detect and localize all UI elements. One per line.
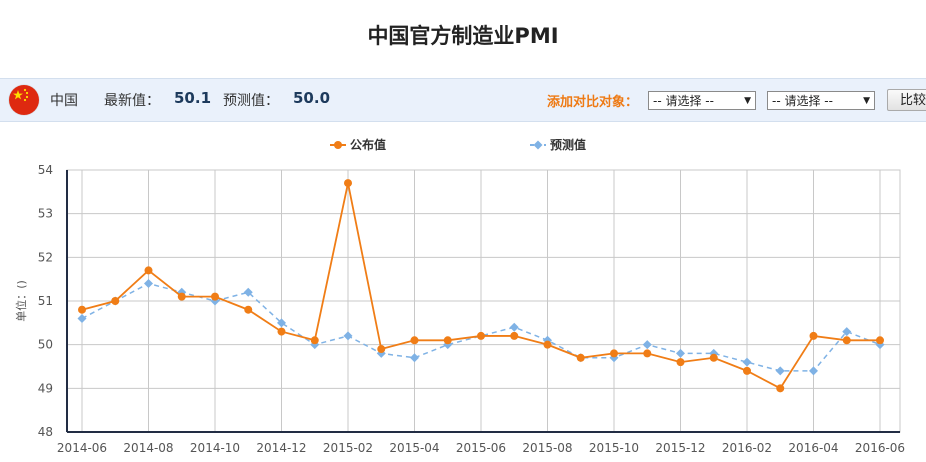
compare-button[interactable]: 比较	[887, 89, 926, 111]
y-tick-label: 50	[38, 338, 53, 352]
china-flag-icon	[9, 85, 39, 115]
info-bar: 中国 最新值： 50.1 预测值： 50.0 添加对比对象： -- 请选择 --…	[0, 78, 926, 122]
data-point-published	[709, 353, 718, 362]
data-point-published	[310, 336, 319, 345]
dropdown-arrow-icon: ▼	[744, 96, 751, 106]
data-point-forecast	[77, 313, 87, 323]
compare-select-2[interactable]: -- 请选择 -- ▼	[767, 91, 875, 110]
data-point-forecast	[144, 279, 153, 289]
data-point-published	[78, 305, 86, 314]
x-tick-label: 2015-08	[522, 441, 572, 455]
data-point-published	[410, 336, 419, 345]
data-point-published	[809, 331, 818, 340]
x-tick-label: 2014-10	[190, 441, 240, 455]
compare-select-2-value: -- 请选择 --	[772, 94, 833, 108]
data-point-published	[443, 336, 452, 345]
x-tick-label: 2016-06	[855, 441, 905, 455]
data-point-published	[177, 292, 186, 301]
data-point-forecast	[410, 353, 419, 363]
data-point-forecast	[642, 340, 652, 350]
x-tick-label: 2014-08	[123, 441, 173, 455]
data-point-forecast	[676, 348, 685, 358]
y-axis-label: 单位：()	[14, 280, 28, 322]
data-point-published	[477, 331, 485, 340]
data-point-published	[510, 331, 519, 340]
x-tick-label: 2014-06	[57, 441, 107, 455]
data-point-forecast	[243, 287, 253, 297]
data-point-published	[610, 349, 618, 358]
y-tick-label: 51	[38, 294, 53, 308]
y-tick-label: 52	[38, 250, 53, 264]
x-tick-label: 2015-10	[589, 441, 639, 455]
data-point-forecast	[509, 322, 519, 332]
page-title: 中国官方制造业PMI	[367, 24, 559, 48]
compare-select-1-value: -- 请选择 --	[653, 94, 714, 108]
data-point-published	[676, 358, 685, 367]
y-tick-label: 49	[38, 381, 53, 395]
data-point-published	[211, 292, 219, 301]
series-line-forecast	[81, 282, 881, 372]
data-point-published	[743, 366, 751, 375]
x-tick-label: 2015-06	[456, 441, 506, 455]
data-point-published	[277, 327, 286, 336]
legend-label: 公布值	[350, 137, 386, 152]
data-point-forecast	[277, 318, 286, 328]
data-point-published	[144, 266, 153, 275]
x-tick-label: 2016-02	[722, 441, 772, 455]
data-point-published	[842, 336, 851, 345]
x-tick-label: 2015-02	[323, 441, 373, 455]
data-point-forecast	[842, 327, 852, 337]
forecast-value: 50.0	[293, 89, 331, 107]
latest-value: 50.1	[174, 89, 212, 107]
country-name: 中国	[50, 93, 78, 109]
data-point-published	[344, 179, 352, 188]
data-point-forecast	[742, 357, 752, 367]
y-tick-label: 53	[38, 207, 53, 221]
data-point-published	[244, 305, 253, 314]
data-point-published	[377, 345, 386, 354]
data-point-published	[543, 340, 552, 349]
data-point-published	[576, 353, 585, 362]
x-tick-label: 2016-04	[788, 441, 838, 455]
data-point-published	[876, 336, 884, 345]
forecast-value-label: 预测值：	[223, 93, 279, 109]
data-point-published	[111, 297, 120, 305]
y-tick-label: 48	[38, 425, 53, 439]
x-tick-label: 2015-04	[389, 441, 439, 455]
dropdown-arrow-icon: ▼	[863, 96, 870, 106]
legend-marker	[334, 141, 342, 149]
data-point-published	[776, 384, 785, 393]
data-point-forecast	[809, 366, 818, 376]
x-tick-label: 2014-12	[256, 441, 306, 455]
data-point-published	[643, 349, 652, 358]
compare-select-1[interactable]: -- 请选择 -- ▼	[648, 91, 756, 110]
latest-value-label: 最新值：	[104, 93, 160, 109]
y-tick-label: 54	[38, 163, 53, 177]
compare-label: 添加对比对象：	[547, 95, 639, 110]
data-point-forecast	[343, 331, 353, 341]
legend-marker	[533, 140, 543, 150]
legend-label: 预测值	[550, 137, 586, 152]
data-point-forecast	[775, 366, 785, 376]
x-tick-label: 2015-12	[655, 441, 705, 455]
